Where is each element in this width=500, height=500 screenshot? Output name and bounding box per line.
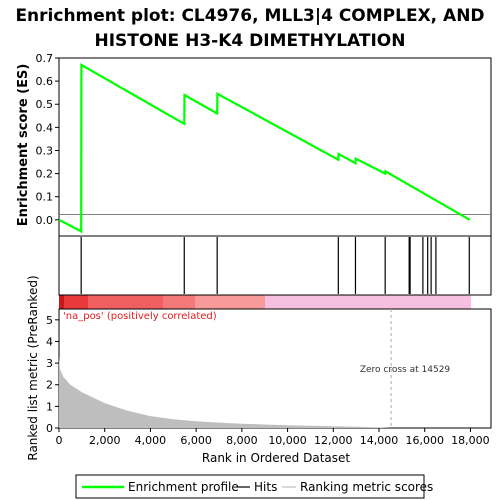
legend-hits-label: Hits xyxy=(254,480,277,494)
x-axis-label: Rank in Ordered Dataset xyxy=(202,451,350,465)
correlation-label: 'na_pos' (positively correlated) xyxy=(63,311,217,322)
x-tick-label: 18,000 xyxy=(451,434,490,447)
legend-metric-label: Ranking metric scores xyxy=(300,480,433,494)
metric-tick-label: 5 xyxy=(46,314,53,327)
rank-bar-neutral xyxy=(265,295,471,309)
es-tick-label: 0.5 xyxy=(36,98,54,111)
chart-title-line-2: HISTONE H3-K4 DIMETHYLATION xyxy=(94,31,405,51)
rank-color-bar xyxy=(59,295,471,309)
x-tick-label: 6,000 xyxy=(180,434,212,447)
x-tick-label: 10,000 xyxy=(268,434,307,447)
enrichment-profile-line xyxy=(58,63,471,234)
zero-cross-label: Zero cross at 14529 xyxy=(360,365,451,375)
es-tick-label: 0.3 xyxy=(36,144,54,157)
rank-bar-top xyxy=(59,295,88,309)
es-tick-label: 0.7 xyxy=(36,52,54,65)
metric-tick-label: 0 xyxy=(46,422,53,435)
ranking-metric-area xyxy=(59,356,471,428)
metric-axis-label: Ranked list metric (PreRanked) xyxy=(26,275,40,460)
es-axis-ticks: 0.0 0.1 0.2 0.3 0.4 0.5 0.6 0.7 xyxy=(36,52,59,227)
x-tick-label: 2,000 xyxy=(89,434,121,447)
x-tick-label: 8,000 xyxy=(226,434,258,447)
es-tick-label: 0.2 xyxy=(36,168,54,181)
es-tick-label: 0.6 xyxy=(36,75,54,88)
legend: Enrichment profile Hits Ranking metric s… xyxy=(75,474,433,499)
metric-tick-label: 1 xyxy=(46,400,53,413)
metric-tick-label: 2 xyxy=(46,379,53,392)
x-tick-label: 14,000 xyxy=(360,434,399,447)
chart-title-line-1: Enrichment plot: CL4976, MLL3|4 COMPLEX,… xyxy=(15,6,484,26)
hit-markers xyxy=(80,237,470,294)
metric-axis-ticks: 0 1 2 3 4 5 xyxy=(46,314,59,435)
rank-bar-mid xyxy=(163,295,195,309)
x-tick-label: 16,000 xyxy=(405,434,444,447)
rank-bar-upper xyxy=(88,295,163,309)
es-tick-label: 0.0 xyxy=(36,214,54,227)
x-tick-label: 0 xyxy=(56,434,63,447)
metric-tick-label: 3 xyxy=(46,357,53,370)
x-tick-label: 4,000 xyxy=(135,434,167,447)
es-axis-label: Enrichment score (ES) xyxy=(16,64,31,227)
es-tick-label: 0.1 xyxy=(36,191,54,204)
es-panel xyxy=(58,57,492,237)
metric-panel xyxy=(58,308,492,429)
legend-profile-label: Enrichment profile xyxy=(128,480,239,494)
x-axis-ticks: 0 2,000 4,000 6,000 8,000 10,000 12,000 14,000 1… xyxy=(56,428,490,447)
metric-tick-label: 4 xyxy=(46,335,53,348)
hits-panel xyxy=(58,235,492,296)
es-tick-label: 0.4 xyxy=(36,121,54,134)
rank-bar-peak xyxy=(59,295,64,309)
x-tick-label: 12,000 xyxy=(314,434,353,447)
